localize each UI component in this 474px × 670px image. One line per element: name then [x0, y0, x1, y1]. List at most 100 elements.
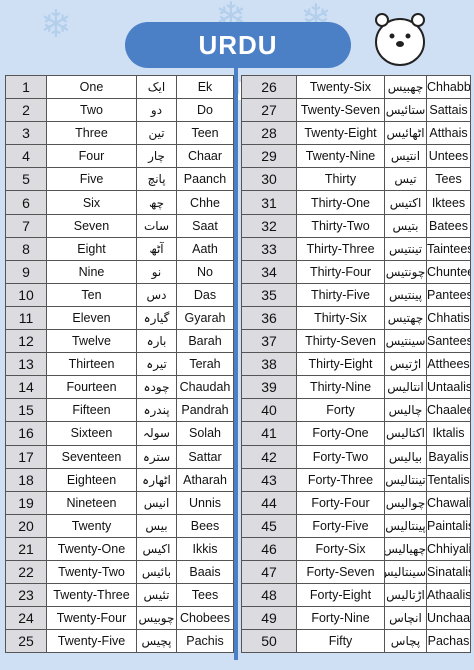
urdu-word: انیس [136, 490, 177, 515]
transliteration: Iktees [426, 190, 471, 215]
english-word: Sixteen [46, 421, 137, 446]
urdu-word: پندرہ [136, 398, 177, 423]
number: 46 [241, 536, 297, 561]
english-word: Twenty-Six [296, 74, 385, 100]
urdu-word: دس [136, 282, 177, 307]
row: 6 Six چھ Chhe [5, 190, 234, 215]
urdu-word: سینتیس [384, 329, 427, 354]
urdu-word: چھبیس [384, 74, 427, 100]
number: 8 [5, 236, 47, 261]
number: 41 [241, 421, 297, 446]
english-word: Thirty-Three [296, 236, 385, 261]
urdu-word: انتیس [384, 144, 427, 169]
english-word: Thirty-Five [296, 282, 385, 307]
table-left: 1 One ایک Ek 2 Two دو Do 3 Three تین Teen 4 Four چار Ch… [5, 74, 234, 654]
urdu-word: چھ [136, 190, 177, 215]
divider [234, 68, 238, 660]
number: 5 [5, 167, 47, 192]
urdu-word: نو [136, 259, 177, 284]
transliteration: Barah [176, 329, 234, 354]
number: 25 [5, 629, 47, 654]
row: 3 Three تین Teen [5, 121, 234, 146]
row: 23 Twenty-Three تئیس Tees [5, 583, 234, 608]
number: 10 [5, 282, 47, 307]
transliteration: Ikkis [176, 536, 234, 561]
number: 9 [5, 259, 47, 284]
english-word: Twenty-Four [46, 606, 137, 631]
transliteration: Atharah [176, 467, 234, 492]
row: 30 Thirty تیس Tees [241, 167, 471, 192]
english-word: Eleven [46, 305, 137, 331]
urdu-word: اٹھائیس [384, 121, 427, 146]
transliteration: Chaudah [176, 375, 234, 400]
number: 47 [241, 559, 297, 585]
row: 24 Twenty-Four چوبیس Chobees [5, 606, 234, 631]
number: 19 [5, 490, 47, 515]
urdu-word: اڑتالیس [384, 583, 427, 608]
row: 4 Four چار Chaar [5, 144, 234, 169]
transliteration: Tentalis [426, 467, 471, 492]
row: 41 Forty-One اکتالیس Iktalis [241, 421, 471, 446]
row: 21 Twenty-One اکیس Ikkis [5, 536, 234, 561]
number: 20 [5, 513, 47, 538]
urdu-word: اکتیس [384, 190, 427, 215]
number: 14 [5, 375, 47, 400]
transliteration: Pachas [426, 629, 471, 654]
english-word: Twenty-Nine [296, 144, 385, 169]
english-word: Twenty-One [46, 536, 137, 561]
urdu-word: انتالیس [384, 375, 427, 400]
urdu-word: بیالیس [384, 444, 427, 469]
english-word: Twenty [46, 513, 137, 538]
row: 19 Nineteen انیس Unnis [5, 490, 234, 515]
row: 45 Forty-Five پینتالیس Paintalis [241, 513, 471, 538]
title: URDU COUNTiNG [125, 22, 351, 106]
number: 2 [5, 98, 47, 123]
row: 33 Thirty-Three تینتیس Taintees [241, 236, 471, 261]
english-word: Thirty-Four [296, 259, 385, 284]
urdu-word: چالیس [384, 398, 427, 423]
english-word: Thirty-Two [296, 213, 385, 238]
urdu-word: چوالیس [384, 490, 427, 515]
table-right: 26Twenty-SixچھبیسChhabbees27Twenty-Seven… [241, 74, 471, 654]
number: 45 [241, 513, 297, 538]
transliteration: Solah [176, 421, 234, 446]
number: 27 [241, 98, 297, 123]
row: 11 Eleven گیارہ Gyarah [5, 305, 234, 331]
number: 21 [5, 536, 47, 561]
urdu-word: چار [136, 144, 177, 169]
number: 31 [241, 190, 297, 215]
english-word: Twenty-Five [46, 629, 137, 654]
row: 43 Forty-Three تینتالیس Tentalis [241, 467, 471, 492]
english-word: Thirty-One [296, 190, 385, 215]
english-word: Twenty-Seven [296, 98, 385, 123]
english-word: Forty-Six [296, 536, 385, 561]
transliteration: Athaalis [426, 583, 471, 608]
row: 18 Eighteen اٹھارہ Atharah [5, 467, 234, 492]
english-word: Six [46, 190, 137, 215]
urdu-word: بارہ [136, 329, 177, 354]
transliteration: Aath [176, 236, 234, 261]
english-word: Forty [296, 398, 385, 423]
urdu-word: تین [136, 121, 177, 146]
english-word: Seventeen [46, 444, 137, 469]
urdu-word: سترہ [136, 444, 177, 469]
transliteration: Chuntees [426, 259, 471, 284]
english-word: Forty-Seven [296, 559, 385, 585]
row: 48 Forty-Eight اڑتالیس Athaalis [241, 583, 471, 608]
number: 15 [5, 398, 47, 423]
urdu-word: چھیالیس [384, 536, 427, 561]
row: 42 Forty-Two بیالیس Bayalis [241, 444, 471, 469]
urdu-word: تینتیس [384, 236, 427, 261]
number: 37 [241, 329, 297, 354]
english-word: Thirty-Six [296, 305, 385, 331]
english-word: Forty-Nine [296, 606, 385, 631]
row: 1 One ایک Ek [5, 74, 234, 100]
transliteration: Do [176, 98, 234, 123]
transliteration: Chawalis [426, 490, 471, 515]
row: 12 Twelve بارہ Barah [5, 329, 234, 354]
